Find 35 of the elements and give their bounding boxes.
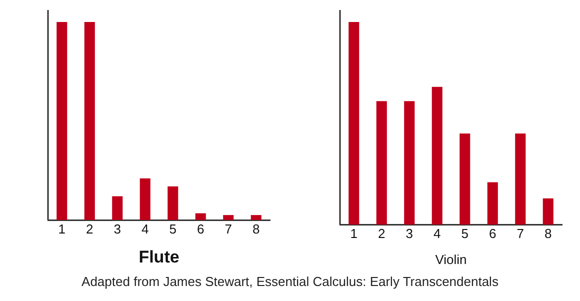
bar xyxy=(56,22,68,220)
x-tick-label: 4 xyxy=(434,226,441,242)
bar xyxy=(84,22,95,220)
x-tick-label: 7 xyxy=(516,226,524,242)
x-tick-label: 5 xyxy=(169,221,176,236)
bar xyxy=(376,101,387,225)
text: Adapted from James Stewart, Essential Calculus: Early Transcendentals xyxy=(80,274,500,289)
x-tick-label: 6 xyxy=(197,221,204,236)
x-tick-label: 3 xyxy=(114,221,121,236)
x-tick-label: 1 xyxy=(58,221,66,236)
bar xyxy=(250,215,262,220)
x-tick-label: 2 xyxy=(86,221,94,236)
text: Violin xyxy=(435,252,467,267)
x-tick-label: 8 xyxy=(544,226,552,242)
bar xyxy=(515,134,526,225)
x-tick-label: 7 xyxy=(224,221,232,236)
x-tick-label: 1 xyxy=(350,226,358,242)
bar xyxy=(112,196,123,220)
bar xyxy=(168,186,178,220)
bar xyxy=(460,134,470,225)
x-tick-label: 2 xyxy=(378,226,386,242)
x-tick-label: 3 xyxy=(406,226,413,242)
x-tick-label: 4 xyxy=(142,221,149,236)
bar xyxy=(404,101,415,225)
bar xyxy=(223,215,234,220)
bar xyxy=(195,213,206,220)
bar xyxy=(140,178,150,220)
bar xyxy=(348,22,360,225)
bar xyxy=(432,86,442,225)
x-tick-label: 5 xyxy=(461,226,468,242)
bar xyxy=(542,198,554,225)
bar xyxy=(487,182,498,225)
text: Flute xyxy=(138,247,180,266)
x-tick-label: 8 xyxy=(252,221,260,236)
x-tick-label: 6 xyxy=(489,226,496,242)
